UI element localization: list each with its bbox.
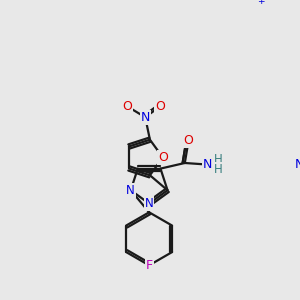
Text: N: N (126, 184, 135, 197)
Text: N: N (140, 111, 150, 124)
Text: N: N (295, 158, 300, 171)
Text: N: N (202, 158, 212, 171)
Text: +: + (257, 0, 265, 6)
Text: O: O (155, 100, 165, 113)
Text: N: N (145, 197, 154, 210)
Text: H: H (214, 163, 223, 176)
Text: O: O (122, 100, 132, 113)
Text: F: F (146, 259, 153, 272)
Text: O: O (184, 134, 194, 147)
Text: H: H (214, 153, 223, 167)
Text: O: O (158, 151, 168, 164)
